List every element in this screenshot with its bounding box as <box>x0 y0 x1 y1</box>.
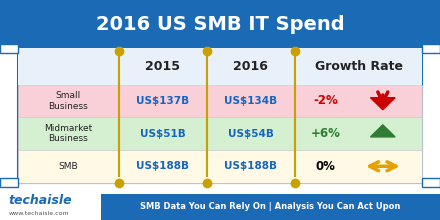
Text: US$188B: US$188B <box>224 161 277 171</box>
FancyBboxPatch shape <box>0 178 18 187</box>
FancyBboxPatch shape <box>422 44 440 53</box>
Text: US$54B: US$54B <box>228 129 274 139</box>
Text: +6%: +6% <box>311 127 341 140</box>
Text: US$134B: US$134B <box>224 96 277 106</box>
Text: 0%: 0% <box>315 160 336 173</box>
Text: US$137B: US$137B <box>136 96 189 106</box>
Text: SMB Data You Can Rely On | Analysis You Can Act Upon: SMB Data You Can Rely On | Analysis You … <box>140 202 401 211</box>
Polygon shape <box>370 98 395 110</box>
Text: US$188B: US$188B <box>136 161 189 171</box>
Text: www.techaisle.com: www.techaisle.com <box>9 211 70 216</box>
Text: 2015: 2015 <box>145 60 180 73</box>
FancyBboxPatch shape <box>101 194 440 220</box>
FancyBboxPatch shape <box>0 0 440 48</box>
Polygon shape <box>370 125 395 137</box>
FancyBboxPatch shape <box>18 85 422 117</box>
FancyBboxPatch shape <box>18 48 422 85</box>
FancyBboxPatch shape <box>18 117 422 150</box>
Text: Growth Rate: Growth Rate <box>315 60 403 73</box>
Text: 2016 US SMB IT Spend: 2016 US SMB IT Spend <box>95 15 345 34</box>
Text: Small
Business: Small Business <box>48 91 88 111</box>
Text: techaisle: techaisle <box>9 194 73 207</box>
FancyBboxPatch shape <box>18 48 422 183</box>
Text: -2%: -2% <box>313 94 338 107</box>
Text: Midmarket
Business: Midmarket Business <box>44 124 92 143</box>
Text: US$51B: US$51B <box>140 129 186 139</box>
FancyBboxPatch shape <box>18 150 422 183</box>
FancyBboxPatch shape <box>422 178 440 187</box>
FancyBboxPatch shape <box>0 44 18 53</box>
Text: 2016: 2016 <box>233 60 268 73</box>
Text: SMB: SMB <box>59 162 78 171</box>
